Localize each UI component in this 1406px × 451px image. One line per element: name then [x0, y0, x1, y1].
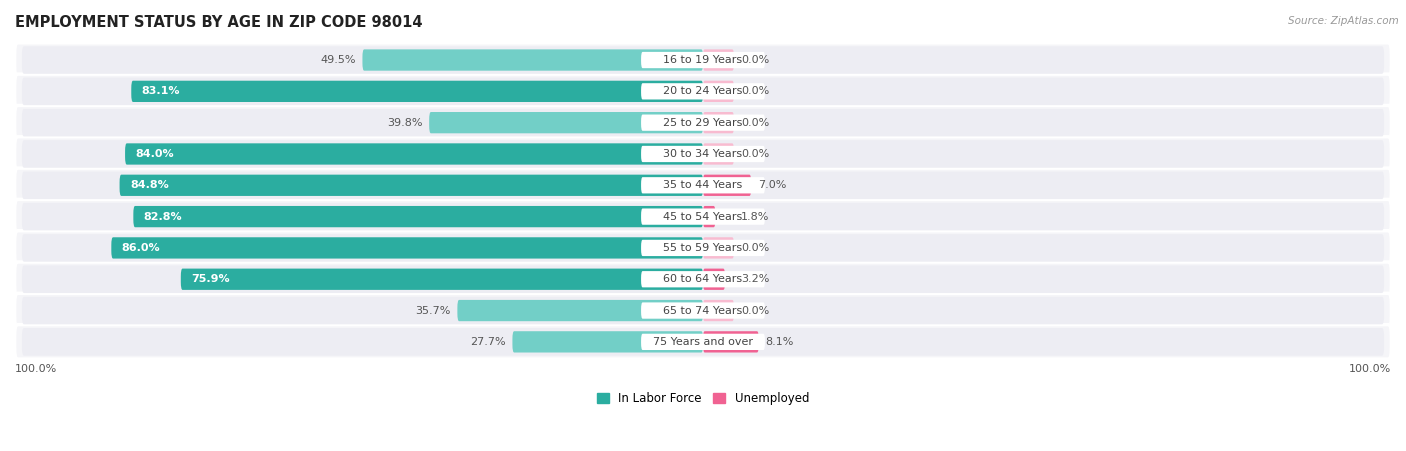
Text: 7.0%: 7.0% — [758, 180, 786, 190]
FancyBboxPatch shape — [14, 325, 1392, 359]
Text: 75 Years and over: 75 Years and over — [652, 337, 754, 347]
Text: 39.8%: 39.8% — [387, 118, 422, 128]
FancyBboxPatch shape — [641, 334, 765, 350]
FancyBboxPatch shape — [703, 237, 734, 258]
FancyBboxPatch shape — [641, 271, 765, 287]
FancyBboxPatch shape — [703, 175, 751, 196]
Text: 83.1%: 83.1% — [142, 86, 180, 97]
Text: Source: ZipAtlas.com: Source: ZipAtlas.com — [1288, 16, 1399, 26]
FancyBboxPatch shape — [703, 269, 725, 290]
FancyBboxPatch shape — [429, 112, 703, 133]
FancyBboxPatch shape — [457, 300, 703, 321]
FancyBboxPatch shape — [703, 50, 734, 71]
Text: 60 to 64 Years: 60 to 64 Years — [664, 274, 742, 284]
Text: 0.0%: 0.0% — [741, 149, 769, 159]
FancyBboxPatch shape — [14, 262, 1392, 296]
FancyBboxPatch shape — [22, 234, 1384, 262]
FancyBboxPatch shape — [641, 115, 765, 131]
Text: 100.0%: 100.0% — [1348, 364, 1391, 374]
FancyBboxPatch shape — [703, 81, 734, 102]
Text: 0.0%: 0.0% — [741, 86, 769, 97]
FancyBboxPatch shape — [641, 208, 765, 225]
FancyBboxPatch shape — [703, 300, 734, 321]
FancyBboxPatch shape — [22, 46, 1384, 74]
FancyBboxPatch shape — [703, 143, 734, 165]
FancyBboxPatch shape — [22, 266, 1384, 293]
FancyBboxPatch shape — [125, 143, 703, 165]
FancyBboxPatch shape — [14, 293, 1392, 328]
FancyBboxPatch shape — [131, 81, 703, 102]
FancyBboxPatch shape — [512, 331, 703, 353]
FancyBboxPatch shape — [14, 43, 1392, 77]
FancyBboxPatch shape — [22, 78, 1384, 105]
Text: 0.0%: 0.0% — [741, 55, 769, 65]
Text: 1.8%: 1.8% — [741, 212, 769, 221]
FancyBboxPatch shape — [641, 177, 765, 193]
Text: 0.0%: 0.0% — [741, 243, 769, 253]
FancyBboxPatch shape — [703, 206, 716, 227]
Legend: In Labor Force, Unemployed: In Labor Force, Unemployed — [592, 387, 814, 410]
Text: 0.0%: 0.0% — [741, 118, 769, 128]
FancyBboxPatch shape — [22, 203, 1384, 230]
Text: EMPLOYMENT STATUS BY AGE IN ZIP CODE 98014: EMPLOYMENT STATUS BY AGE IN ZIP CODE 980… — [15, 15, 422, 30]
FancyBboxPatch shape — [22, 297, 1384, 324]
FancyBboxPatch shape — [181, 269, 703, 290]
FancyBboxPatch shape — [111, 237, 703, 258]
Text: 65 to 74 Years: 65 to 74 Years — [664, 306, 742, 316]
FancyBboxPatch shape — [22, 140, 1384, 168]
Text: 100.0%: 100.0% — [15, 364, 58, 374]
Text: 35 to 44 Years: 35 to 44 Years — [664, 180, 742, 190]
FancyBboxPatch shape — [641, 303, 765, 319]
FancyBboxPatch shape — [703, 112, 734, 133]
FancyBboxPatch shape — [22, 328, 1384, 356]
Text: 82.8%: 82.8% — [143, 212, 183, 221]
FancyBboxPatch shape — [14, 199, 1392, 234]
Text: 27.7%: 27.7% — [470, 337, 506, 347]
FancyBboxPatch shape — [363, 50, 703, 71]
FancyBboxPatch shape — [641, 52, 765, 68]
FancyBboxPatch shape — [14, 137, 1392, 171]
FancyBboxPatch shape — [134, 206, 703, 227]
FancyBboxPatch shape — [641, 83, 765, 100]
Text: 84.0%: 84.0% — [135, 149, 174, 159]
FancyBboxPatch shape — [22, 171, 1384, 199]
FancyBboxPatch shape — [703, 331, 759, 353]
Text: 75.9%: 75.9% — [191, 274, 229, 284]
FancyBboxPatch shape — [14, 106, 1392, 140]
Text: 20 to 24 Years: 20 to 24 Years — [664, 86, 742, 97]
FancyBboxPatch shape — [22, 109, 1384, 137]
FancyBboxPatch shape — [641, 146, 765, 162]
Text: 25 to 29 Years: 25 to 29 Years — [664, 118, 742, 128]
Text: 16 to 19 Years: 16 to 19 Years — [664, 55, 742, 65]
FancyBboxPatch shape — [14, 168, 1392, 202]
FancyBboxPatch shape — [14, 74, 1392, 109]
FancyBboxPatch shape — [641, 240, 765, 256]
Text: 86.0%: 86.0% — [122, 243, 160, 253]
FancyBboxPatch shape — [14, 231, 1392, 265]
Text: 8.1%: 8.1% — [766, 337, 794, 347]
Text: 45 to 54 Years: 45 to 54 Years — [664, 212, 742, 221]
Text: 3.2%: 3.2% — [741, 274, 769, 284]
FancyBboxPatch shape — [120, 175, 703, 196]
Text: 0.0%: 0.0% — [741, 306, 769, 316]
Text: 30 to 34 Years: 30 to 34 Years — [664, 149, 742, 159]
Text: 55 to 59 Years: 55 to 59 Years — [664, 243, 742, 253]
Text: 84.8%: 84.8% — [129, 180, 169, 190]
Text: 35.7%: 35.7% — [415, 306, 450, 316]
Text: 49.5%: 49.5% — [321, 55, 356, 65]
